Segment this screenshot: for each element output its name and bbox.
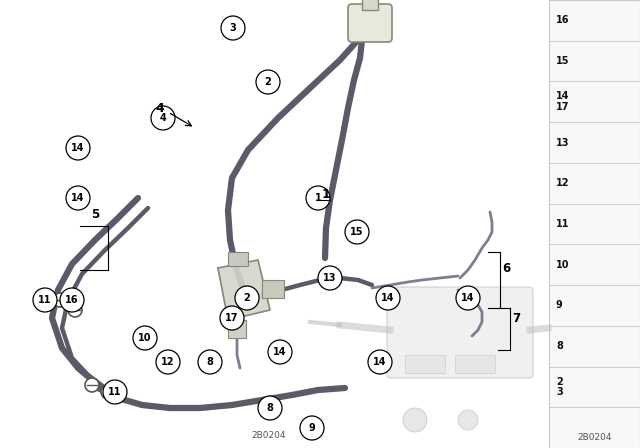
Circle shape bbox=[198, 350, 222, 374]
Bar bbox=[549, 0, 640, 41]
Text: 8: 8 bbox=[207, 357, 213, 367]
Text: 8: 8 bbox=[267, 403, 273, 413]
Circle shape bbox=[368, 350, 392, 374]
Bar bbox=[549, 326, 640, 366]
Text: 12: 12 bbox=[556, 178, 570, 188]
Bar bbox=[549, 82, 640, 122]
Text: 16: 16 bbox=[65, 295, 79, 305]
Circle shape bbox=[256, 70, 280, 94]
Text: 3: 3 bbox=[230, 23, 236, 33]
Circle shape bbox=[133, 326, 157, 350]
Bar bbox=[549, 204, 640, 244]
Text: 14: 14 bbox=[461, 293, 475, 303]
Text: 14
17: 14 17 bbox=[556, 91, 570, 112]
Bar bbox=[549, 407, 640, 448]
Text: 15: 15 bbox=[556, 56, 570, 66]
Text: 13: 13 bbox=[556, 138, 570, 147]
Text: 12: 12 bbox=[161, 357, 175, 367]
Bar bbox=[228, 252, 248, 266]
Text: 1: 1 bbox=[322, 189, 331, 202]
Circle shape bbox=[235, 286, 259, 310]
FancyBboxPatch shape bbox=[348, 4, 392, 42]
Text: 16: 16 bbox=[556, 15, 570, 26]
Bar bbox=[262, 280, 284, 298]
Text: 17: 17 bbox=[225, 313, 239, 323]
Text: 9: 9 bbox=[556, 301, 563, 310]
Circle shape bbox=[66, 186, 90, 210]
Text: 2: 2 bbox=[264, 77, 271, 87]
Bar bbox=[228, 320, 246, 338]
FancyBboxPatch shape bbox=[387, 287, 533, 378]
Text: 14: 14 bbox=[373, 357, 387, 367]
Circle shape bbox=[300, 416, 324, 440]
Circle shape bbox=[33, 288, 57, 312]
Text: 14: 14 bbox=[273, 347, 287, 357]
Text: 6: 6 bbox=[502, 262, 510, 275]
Circle shape bbox=[345, 220, 369, 244]
Circle shape bbox=[458, 410, 478, 430]
Text: 4: 4 bbox=[159, 113, 166, 123]
Circle shape bbox=[156, 350, 180, 374]
Text: 14: 14 bbox=[381, 293, 395, 303]
Text: 2: 2 bbox=[244, 293, 250, 303]
Bar bbox=[455, 355, 495, 373]
Circle shape bbox=[268, 340, 292, 364]
Bar bbox=[549, 0, 640, 448]
Text: 2B0204: 2B0204 bbox=[252, 431, 286, 440]
Bar bbox=[405, 355, 445, 373]
Text: 11: 11 bbox=[108, 387, 122, 397]
Circle shape bbox=[85, 378, 99, 392]
Text: 2B0204: 2B0204 bbox=[577, 433, 612, 442]
Text: 5: 5 bbox=[91, 208, 99, 221]
Text: 14: 14 bbox=[71, 143, 84, 153]
Bar bbox=[549, 163, 640, 204]
Circle shape bbox=[403, 408, 427, 432]
Circle shape bbox=[306, 186, 330, 210]
Text: 2
3: 2 3 bbox=[556, 376, 563, 397]
Circle shape bbox=[376, 286, 400, 310]
Circle shape bbox=[258, 396, 282, 420]
Circle shape bbox=[318, 266, 342, 290]
Bar bbox=[549, 366, 640, 407]
Bar bbox=[549, 244, 640, 285]
Circle shape bbox=[66, 136, 90, 160]
Circle shape bbox=[103, 380, 127, 404]
Text: 15: 15 bbox=[350, 227, 364, 237]
Bar bbox=[362, 0, 378, 10]
Bar bbox=[549, 41, 640, 82]
Text: 14: 14 bbox=[71, 193, 84, 203]
Circle shape bbox=[53, 293, 67, 307]
Text: 7: 7 bbox=[512, 311, 520, 324]
Circle shape bbox=[221, 16, 245, 40]
Text: 13: 13 bbox=[323, 273, 337, 283]
Text: 10: 10 bbox=[138, 333, 152, 343]
Circle shape bbox=[151, 106, 175, 130]
Circle shape bbox=[220, 306, 244, 330]
Text: 11: 11 bbox=[38, 295, 52, 305]
Bar bbox=[549, 122, 640, 163]
Circle shape bbox=[101, 385, 115, 399]
Bar bbox=[549, 285, 640, 326]
Text: 11: 11 bbox=[556, 219, 570, 229]
Text: 9: 9 bbox=[308, 423, 316, 433]
Text: 10: 10 bbox=[556, 260, 570, 270]
Text: 4: 4 bbox=[156, 102, 164, 115]
Polygon shape bbox=[218, 260, 270, 320]
Text: 8: 8 bbox=[556, 341, 563, 351]
Circle shape bbox=[68, 303, 82, 317]
Circle shape bbox=[60, 288, 84, 312]
Circle shape bbox=[456, 286, 480, 310]
Text: 1: 1 bbox=[315, 193, 321, 203]
